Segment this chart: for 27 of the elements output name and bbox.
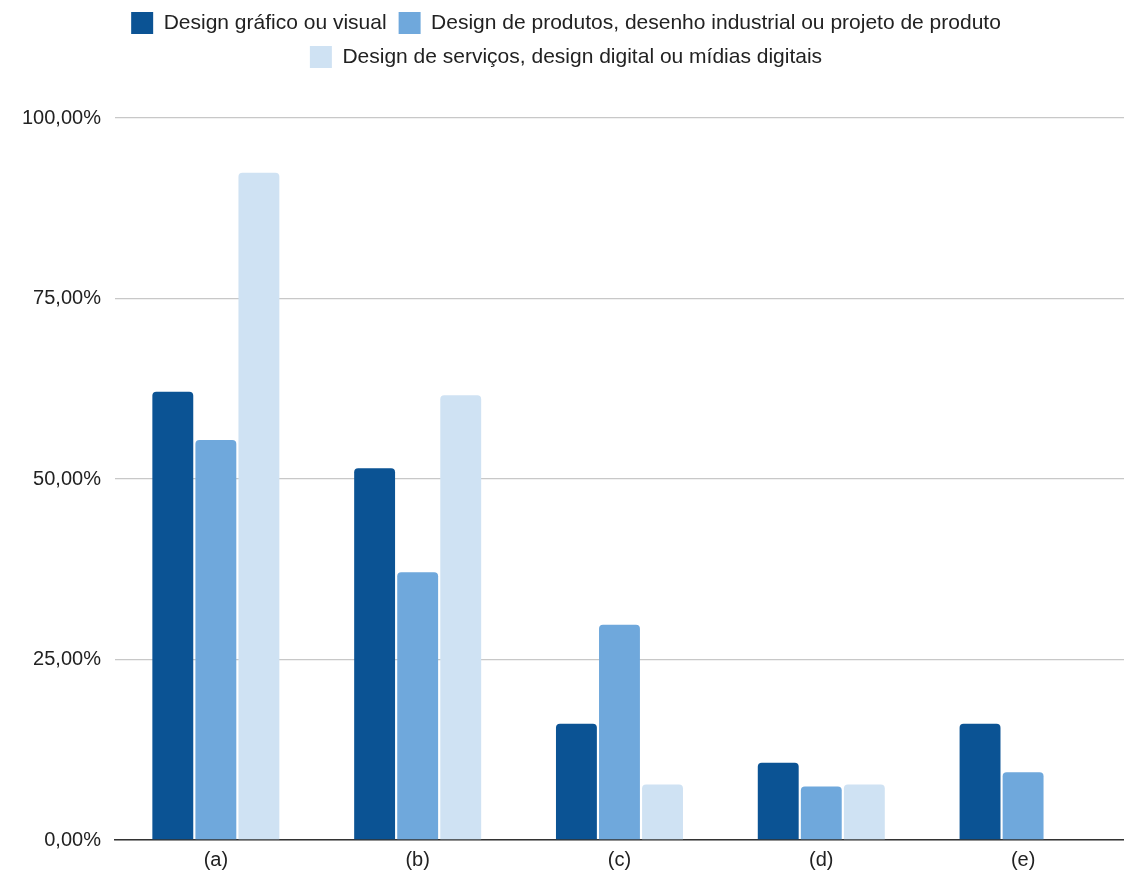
bar xyxy=(397,572,439,840)
bar xyxy=(354,468,396,840)
y-tick-label: 0,00% xyxy=(44,827,102,850)
bar xyxy=(195,440,237,840)
bar xyxy=(757,762,799,840)
x-tick-label: (d) xyxy=(809,847,834,870)
bar xyxy=(599,624,640,840)
bar xyxy=(555,723,597,840)
x-tick-label: (a) xyxy=(203,847,229,870)
x-tick-label: (b) xyxy=(405,847,430,870)
y-tick-label: 50,00% xyxy=(33,466,102,489)
bar xyxy=(642,784,683,840)
x-tick-label: (e) xyxy=(1010,847,1036,870)
y-tick-label: 100,00% xyxy=(21,105,102,128)
bar xyxy=(440,395,482,840)
bar xyxy=(238,172,280,840)
y-tick-label: 75,00% xyxy=(33,286,102,309)
bar xyxy=(1002,772,1044,840)
bar xyxy=(800,786,842,840)
x-tick-label: (c) xyxy=(607,847,632,870)
legend-label: Design gráfico ou visual xyxy=(163,9,387,33)
bar xyxy=(152,391,194,840)
y-tick-label: 25,00% xyxy=(33,647,102,670)
legend-label: Design de serviços, design digital ou mídias digitais xyxy=(342,43,823,67)
legend-label: Design de produtos, desenho industrial ou projeto de produto xyxy=(431,9,1001,33)
bar xyxy=(959,723,1001,840)
bar xyxy=(843,784,885,840)
